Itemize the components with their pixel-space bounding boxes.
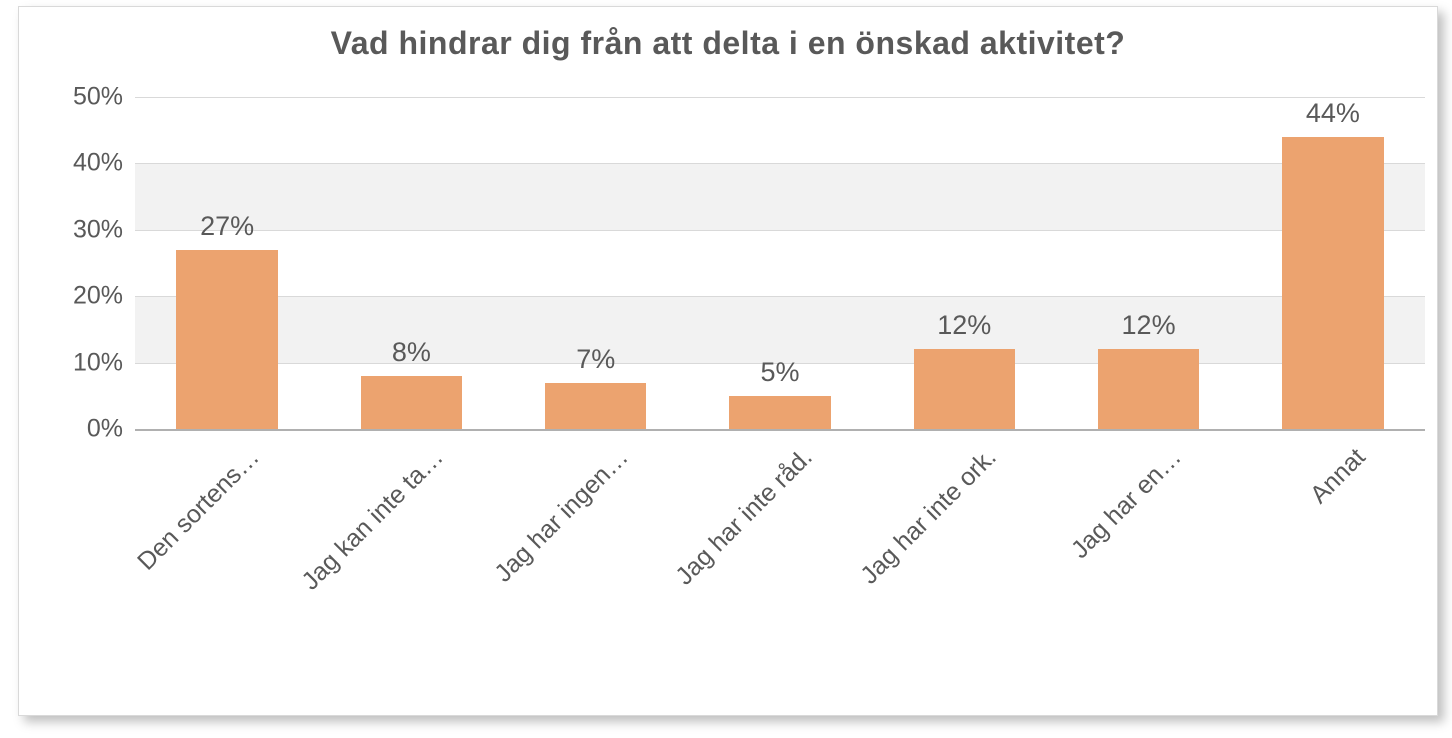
y-axis-tick-label: 20% xyxy=(73,282,135,311)
gridline xyxy=(135,163,1425,164)
bar: 12% xyxy=(914,349,1015,429)
bar: 27% xyxy=(176,250,277,429)
bar: 5% xyxy=(729,396,830,429)
x-axis-tick-label: Jag har ingen… xyxy=(489,443,634,588)
bar: 7% xyxy=(545,383,646,429)
bar-value-label: 12% xyxy=(1089,310,1209,341)
gridline xyxy=(135,230,1425,231)
bar-value-label: 27% xyxy=(167,211,287,242)
x-axis-tick-label: Jag har inte ork. xyxy=(856,443,1003,590)
bar: 12% xyxy=(1098,349,1199,429)
gridline xyxy=(135,97,1425,98)
y-axis-tick-label: 0% xyxy=(87,415,135,444)
x-axis-baseline xyxy=(135,429,1425,431)
bar-value-label: 8% xyxy=(351,337,471,368)
y-axis-tick-label: 40% xyxy=(73,149,135,178)
bar: 8% xyxy=(361,376,462,429)
y-axis-tick-label: 10% xyxy=(73,348,135,377)
x-axis-tick-label: Jag kan inte ta… xyxy=(297,443,450,596)
x-axis-tick-label: Jag har inte råd. xyxy=(670,443,818,591)
grid-band xyxy=(135,296,1425,362)
grid-band xyxy=(135,163,1425,229)
bar-value-label: 44% xyxy=(1273,98,1393,129)
bar: 44% xyxy=(1282,137,1383,429)
bar-value-label: 7% xyxy=(536,344,656,375)
x-axis-tick-label: Jag har en… xyxy=(1065,443,1187,565)
y-axis-tick-label: 30% xyxy=(73,215,135,244)
bar-value-label: 5% xyxy=(720,357,840,388)
chart-card: Vad hindrar dig från att delta i en önsk… xyxy=(18,6,1438,716)
plot-area: 0%10%20%30%40%50%27%Den sortens…8%Jag ka… xyxy=(135,97,1425,429)
x-axis-tick-label: Den sortens… xyxy=(132,443,265,576)
chart-title: Vad hindrar dig från att delta i en önsk… xyxy=(19,25,1437,62)
x-axis-tick-label: Annat xyxy=(1305,443,1372,510)
y-axis-tick-label: 50% xyxy=(73,83,135,112)
bar-value-label: 12% xyxy=(904,310,1024,341)
gridline xyxy=(135,296,1425,297)
